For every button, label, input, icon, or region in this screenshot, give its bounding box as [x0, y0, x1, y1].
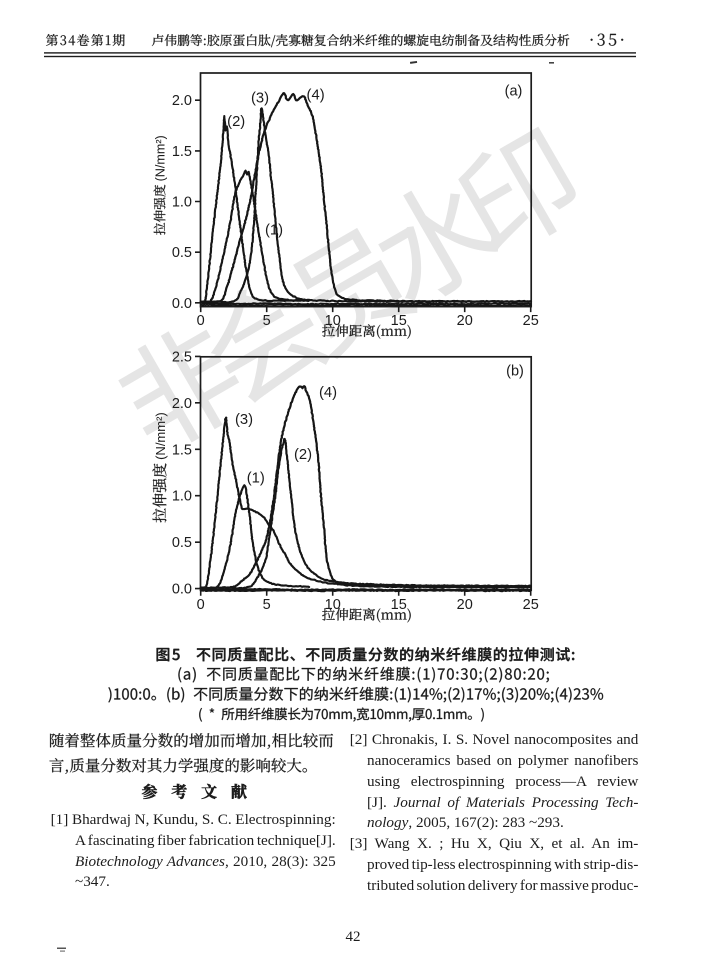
svg-text:(2): (2) [227, 114, 245, 130]
svg-text:2.0: 2.0 [172, 396, 192, 412]
svg-text:(N/mm²): (N/mm²) [153, 412, 168, 460]
svg-text:25: 25 [523, 597, 539, 613]
svg-text:5: 5 [263, 597, 271, 613]
svg-text:25: 25 [523, 313, 539, 329]
svg-text:0.5: 0.5 [172, 535, 192, 551]
svg-text:5: 5 [263, 313, 271, 329]
svg-text:(b): (b) [506, 364, 524, 380]
svg-text:0.5: 0.5 [172, 245, 192, 261]
svg-text:15: 15 [391, 313, 407, 329]
svg-text:10: 10 [325, 597, 341, 613]
svg-text:0: 0 [197, 597, 205, 613]
svg-text:(N/mm²): (N/mm²) [153, 135, 167, 181]
svg-text:(3): (3) [251, 91, 269, 107]
svg-text:(4): (4) [307, 88, 325, 104]
svg-text:0.0: 0.0 [172, 296, 192, 312]
svg-text:15: 15 [391, 597, 407, 613]
svg-text:(2): (2) [294, 447, 312, 463]
svg-text:0: 0 [197, 313, 205, 329]
svg-text:(4): (4) [319, 385, 337, 401]
svg-text:1.5: 1.5 [172, 144, 192, 160]
svg-text:1.0: 1.0 [172, 489, 192, 505]
svg-text:2.0: 2.0 [172, 93, 192, 109]
svg-text:20: 20 [457, 313, 473, 329]
svg-text:10: 10 [325, 313, 341, 329]
svg-text:2.5: 2.5 [172, 349, 192, 365]
svg-text:(a): (a) [505, 84, 523, 100]
svg-text:0.0: 0.0 [172, 582, 192, 598]
svg-text:20: 20 [457, 597, 473, 613]
svg-text:1.0: 1.0 [172, 195, 192, 211]
svg-text:(1): (1) [265, 223, 283, 239]
svg-text:1.5: 1.5 [172, 442, 192, 458]
svg-text:(1): (1) [247, 471, 265, 487]
svg-text:(3): (3) [235, 412, 253, 428]
